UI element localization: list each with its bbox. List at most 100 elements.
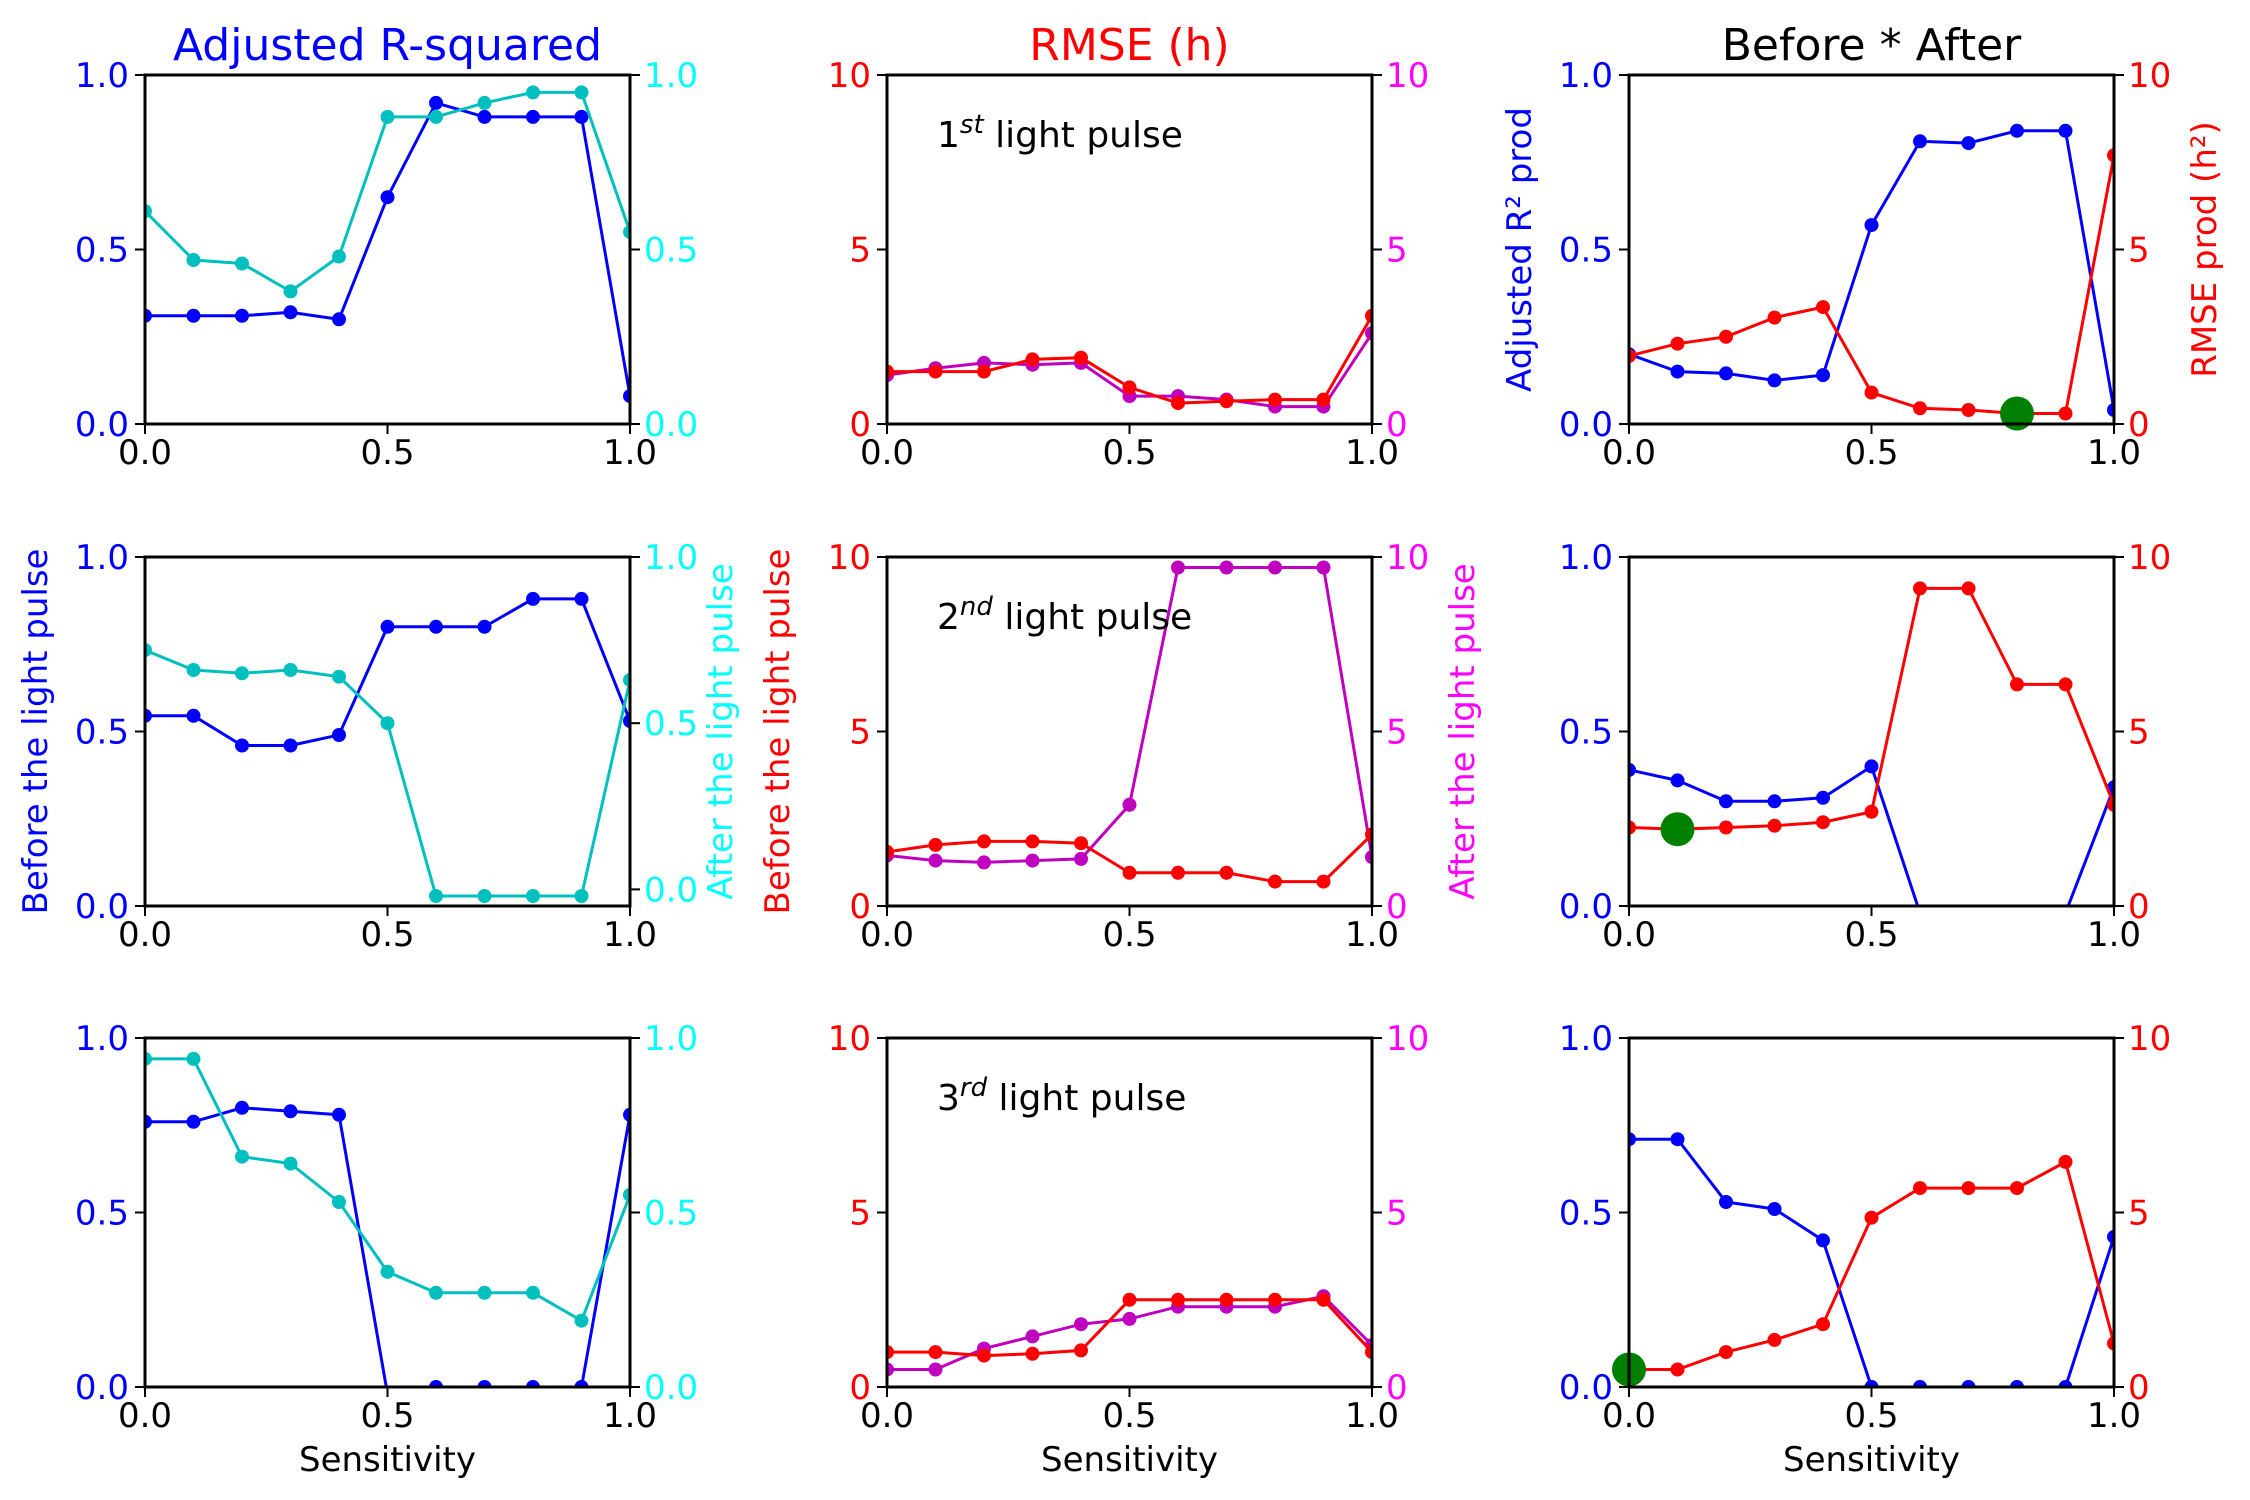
x-tick-label: 1.0	[1345, 915, 1399, 955]
data-point	[186, 663, 201, 677]
data-point	[1864, 385, 1879, 400]
left-y-tick-label: 0	[849, 887, 871, 927]
data-point	[1316, 560, 1331, 575]
data-point	[526, 1285, 540, 1300]
right-y-tick-label: 0	[1386, 405, 1408, 445]
data-point	[1025, 1346, 1040, 1361]
data-point	[235, 1149, 249, 1164]
left-y-tick-label: 0.0	[1559, 405, 1613, 445]
data-point	[1767, 1332, 1782, 1347]
data-point	[1074, 836, 1088, 851]
data-point	[145, 308, 152, 323]
data-point	[1365, 850, 1372, 865]
x-tick-label: 0.5	[1844, 915, 1898, 955]
left-y-tick-label: 5	[849, 1194, 871, 1234]
x-tick-label: 1.0	[603, 915, 657, 955]
data-point	[1670, 773, 1685, 788]
data-point	[928, 1362, 943, 1377]
plot-area	[887, 560, 1372, 889]
right-y-tick-label: 5	[1386, 713, 1408, 753]
left-y-tick-label: 10	[828, 56, 871, 96]
data-point	[1268, 392, 1282, 407]
left-y-tick-label: 0.5	[1559, 231, 1613, 271]
right-y-tick-label: 0	[1386, 887, 1408, 927]
plot-area	[1629, 123, 2114, 421]
data-point	[332, 312, 346, 327]
x-tick-label: 0.0	[118, 915, 172, 955]
data-point	[1219, 865, 1234, 880]
data-point	[977, 1348, 991, 1363]
right-y-tick-label: 0.0	[644, 1368, 698, 1408]
data-point	[2107, 148, 2114, 163]
x-tick-label: 0.5	[360, 915, 414, 955]
data-point	[1122, 865, 1137, 880]
data-point	[1629, 762, 1636, 777]
series-line-0	[145, 1106, 630, 1387]
left-y-tick-label: 10	[828, 1019, 871, 1059]
left-y-tick-label: 1.0	[1559, 1019, 1613, 1059]
data-point	[145, 204, 152, 219]
data-point	[1219, 560, 1234, 575]
series-line-1	[1629, 586, 2114, 831]
data-point	[1913, 1380, 1927, 1387]
data-point	[1767, 1202, 1782, 1216]
x-tick-label: 0.0	[118, 433, 172, 473]
data-point	[477, 95, 492, 110]
x-tick-label: 0.0	[860, 433, 914, 473]
data-point	[928, 837, 943, 852]
data-point	[887, 844, 894, 859]
data-point	[1122, 380, 1137, 395]
data-point	[887, 1345, 894, 1360]
left-y-tick-label: 1.0	[1559, 56, 1613, 96]
data-point	[1719, 794, 1733, 809]
left-y-tick-label: 0.5	[75, 1194, 129, 1234]
data-point	[2010, 123, 2024, 138]
data-point	[235, 256, 249, 271]
data-point	[2107, 1229, 2114, 1244]
right-y-tick-label: 5	[1386, 231, 1408, 271]
right-y-tick-label: 10	[1386, 1019, 1429, 1059]
x-tick-label: 0.5	[1102, 1396, 1156, 1436]
data-point	[977, 834, 991, 849]
column-title-2: Before * After	[1722, 20, 2022, 71]
right-y-tick-label: 10	[2128, 56, 2171, 96]
data-point	[977, 855, 991, 870]
left-y-tick-label: 0.5	[75, 231, 129, 271]
data-point	[1365, 1345, 1372, 1360]
data-point	[977, 364, 991, 379]
right-y-tick-label: 5	[2128, 713, 2150, 753]
data-point	[1122, 1311, 1137, 1326]
x-tick-label: 0.0	[1602, 915, 1656, 955]
left-y-tick-label: 1.0	[75, 538, 129, 578]
data-point	[1767, 373, 1782, 388]
axes-frame	[1627, 555, 2116, 908]
x-tick-label: 0.5	[1102, 433, 1156, 473]
left-y-tick-label: 0.5	[1559, 1194, 1613, 1234]
data-point	[1268, 560, 1282, 575]
x-axis-label: Sensitivity	[1041, 1440, 1218, 1480]
right-y-axis-label: RMSE prod (h²)	[2185, 121, 2225, 378]
data-point	[2010, 1181, 2024, 1196]
data-point	[2010, 677, 2024, 692]
x-tick-label: 0.5	[360, 1396, 414, 1436]
column-title-0: Adjusted R-squared	[173, 20, 602, 71]
x-tick-label: 0.5	[1844, 433, 1898, 473]
right-y-tick-label: 5	[2128, 1194, 2150, 1234]
data-point	[283, 738, 298, 753]
data-point	[1767, 818, 1782, 833]
data-point	[1122, 1292, 1137, 1307]
plot-area	[1629, 1132, 2114, 1387]
data-point	[332, 1107, 346, 1122]
x-tick-label: 0.0	[860, 1396, 914, 1436]
right-y-tick-label: 10	[1386, 56, 1429, 96]
data-point	[429, 95, 443, 110]
data-point	[1025, 834, 1040, 849]
column-title-1: RMSE (h)	[1029, 20, 1229, 71]
data-point	[283, 305, 298, 320]
right-y-tick-label: 0.0	[644, 405, 698, 445]
series-line-0	[1629, 1137, 2114, 1387]
data-point	[1316, 392, 1331, 407]
